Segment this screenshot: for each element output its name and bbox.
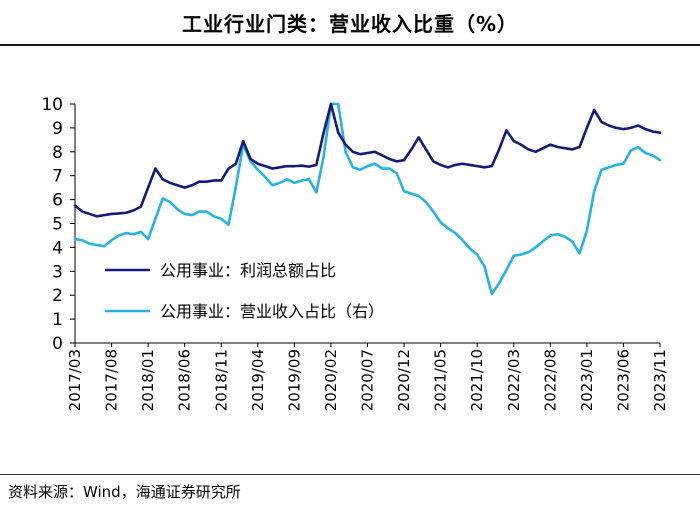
y-tick-label: 5 xyxy=(52,215,63,235)
x-tick-label: 2023/01 xyxy=(578,349,596,411)
x-tick-label: 2019/09 xyxy=(285,349,303,411)
x-tick-label: 2018/06 xyxy=(176,349,194,411)
series-line-1 xyxy=(73,102,662,218)
y-tick-label: 6 xyxy=(52,191,63,211)
x-tick-label: 2017/08 xyxy=(103,349,121,411)
y-tick-label: 7 xyxy=(52,167,63,187)
y-tick-label: 9 xyxy=(52,119,63,139)
footer-divider xyxy=(0,474,700,475)
x-tick-label: 2020/07 xyxy=(359,349,377,411)
y-tick-label: 10 xyxy=(41,95,63,115)
x-tick-label: 2017/03 xyxy=(66,349,84,411)
series-line-2 xyxy=(73,102,662,296)
x-tick-label: 2021/05 xyxy=(432,349,450,411)
title-divider xyxy=(0,44,700,46)
series-layer xyxy=(73,102,662,296)
y-tick-label: 4 xyxy=(52,238,63,258)
x-tick-label: 2023/11 xyxy=(651,349,669,411)
y-tick-label: 1 xyxy=(52,310,63,330)
x-tick-label: 2019/04 xyxy=(249,349,267,411)
x-tick-label: 2022/08 xyxy=(541,349,559,411)
chart-axes: 0 1 2 3 4 5 6 7 8 9 10 2017/03 2017/08 2018/01 2018/06… xyxy=(41,95,669,411)
legend-label-2: 公用事业：营业收入占比（右） xyxy=(160,302,384,321)
x-tick-label: 2020/02 xyxy=(322,349,340,411)
line-chart: 0 1 2 3 4 5 6 7 8 9 10 2017/03 2017/08 2018/01 2018/06… xyxy=(41,95,669,411)
y-tick-label: 3 xyxy=(52,262,63,282)
x-tick-label: 2020/12 xyxy=(395,349,413,411)
chart-title: 工业行业门类：营业收入比重（%） xyxy=(181,12,519,36)
x-tick-label: 2022/03 xyxy=(505,349,523,411)
source-note: 资料来源：Wind，海通证券研究所 xyxy=(8,483,241,501)
x-tick-label: 2021/10 xyxy=(468,349,486,411)
legend-label-1: 公用事业：利润总额占比 xyxy=(160,261,336,280)
y-tick-label: 8 xyxy=(52,143,63,163)
x-tick-label: 2023/06 xyxy=(614,349,632,411)
x-tick-label: 2018/11 xyxy=(212,349,230,411)
x-tick-label: 2018/01 xyxy=(139,349,157,411)
y-tick-label: 2 xyxy=(52,286,63,306)
y-tick-label: 0 xyxy=(52,334,63,354)
